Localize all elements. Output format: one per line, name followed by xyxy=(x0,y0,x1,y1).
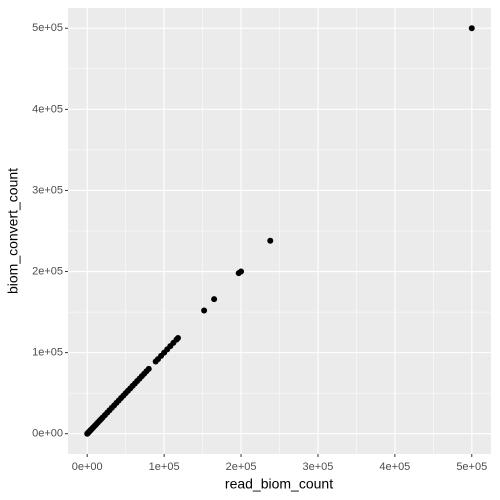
y-tick-label: 3e+05 xyxy=(32,184,63,196)
x-tick-label: 1e+05 xyxy=(149,461,180,473)
point xyxy=(174,335,181,342)
x-axis-title: read_biom_count xyxy=(225,476,333,492)
x-tick-label: 2e+05 xyxy=(226,461,257,473)
x-tick-label: 0e+00 xyxy=(72,461,103,473)
point xyxy=(211,296,218,303)
y-tick-label: 0e+00 xyxy=(32,428,63,440)
point xyxy=(468,25,475,32)
point xyxy=(201,307,208,314)
y-tick-label: 2e+05 xyxy=(32,265,63,277)
x-tick-label: 4e+05 xyxy=(379,461,410,473)
point xyxy=(267,237,274,244)
y-tick-label: 4e+05 xyxy=(32,103,63,115)
y-tick-label: 1e+05 xyxy=(32,347,63,359)
y-axis-title: biom_convert_count xyxy=(5,168,21,294)
x-tick-label: 5e+05 xyxy=(456,461,487,473)
point xyxy=(145,365,152,372)
x-tick-label: 3e+05 xyxy=(303,461,334,473)
y-tick-label: 5e+05 xyxy=(32,22,63,34)
point xyxy=(238,268,245,275)
